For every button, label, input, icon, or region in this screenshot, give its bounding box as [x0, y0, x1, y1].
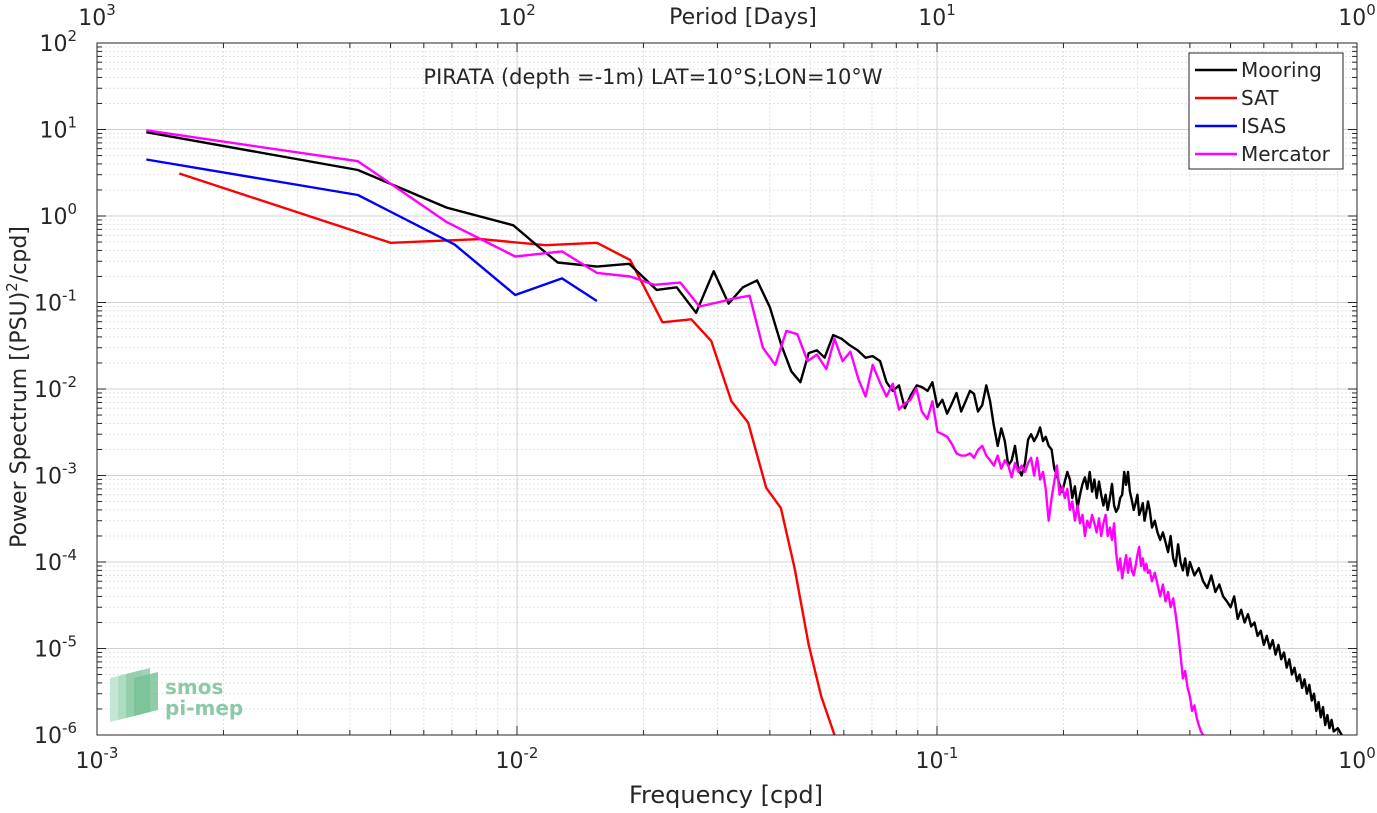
logo-mark-icon: [110, 668, 158, 722]
legend-label-isas: ISAS: [1241, 114, 1286, 138]
x-tick-label: 10-3: [76, 744, 119, 774]
y-tick-label: 10-2: [34, 373, 77, 403]
y-axis-title-main: Power Spectrum [(PSU): [7, 292, 32, 548]
y-tick-label: 10-5: [34, 633, 77, 663]
y-axis-title-tail: /cpd]: [7, 226, 32, 282]
tick-marks: [96, 42, 1358, 736]
top-tick-label: 100: [1338, 1, 1376, 31]
legend-label-mooring: Mooring: [1241, 58, 1322, 82]
top-tick-label: 102: [498, 1, 536, 31]
x-tick-label: 10-2: [496, 744, 539, 774]
logo-text-smos: smos: [165, 675, 223, 699]
series-line-mercator: [146, 129, 1205, 736]
y-tick-label: 10-4: [34, 546, 77, 576]
legend: Mooring SAT ISAS Mercator: [1188, 52, 1344, 170]
legend-label-sat: SAT: [1241, 86, 1279, 110]
y-axis-title-superscript: 2: [3, 282, 21, 292]
plot-series: [146, 129, 1343, 736]
legend-entries: Mooring SAT ISAS Mercator: [1195, 58, 1331, 166]
y-tick-label: 10-3: [34, 460, 77, 490]
chart-title: PIRATA (depth =-1m) LAT=10°S;LON=10°W: [423, 65, 882, 89]
x-axis-title: Frequency [cpd]: [629, 781, 823, 809]
y-axis-title: Power Spectrum [(PSU)2/cpd]: [3, 226, 32, 548]
y-tick-label: 102: [39, 27, 77, 57]
top-tick-label: 101: [918, 1, 956, 31]
series-line-mooring: [146, 131, 1343, 736]
top-tick-label: 103: [78, 1, 116, 31]
series-line-sat: [178, 172, 836, 736]
series-line-isas: [146, 158, 598, 303]
smos-pi-mep-logo: smos pi-mep: [110, 668, 243, 722]
y-tick-label: 10-6: [34, 719, 77, 749]
legend-box: [1188, 52, 1344, 170]
x-tick-label: 100: [1338, 744, 1376, 774]
logo-text-pi-mep: pi-mep: [165, 696, 243, 720]
x-tick-label: 10-1: [916, 744, 959, 774]
y-tick-label: 10-1: [34, 287, 77, 317]
top-axis-title: Period [Days]: [669, 5, 817, 30]
y-tick-label: 100: [39, 200, 77, 230]
y-tick-label: 101: [39, 114, 77, 144]
legend-label-mercator: Mercator: [1241, 142, 1331, 166]
